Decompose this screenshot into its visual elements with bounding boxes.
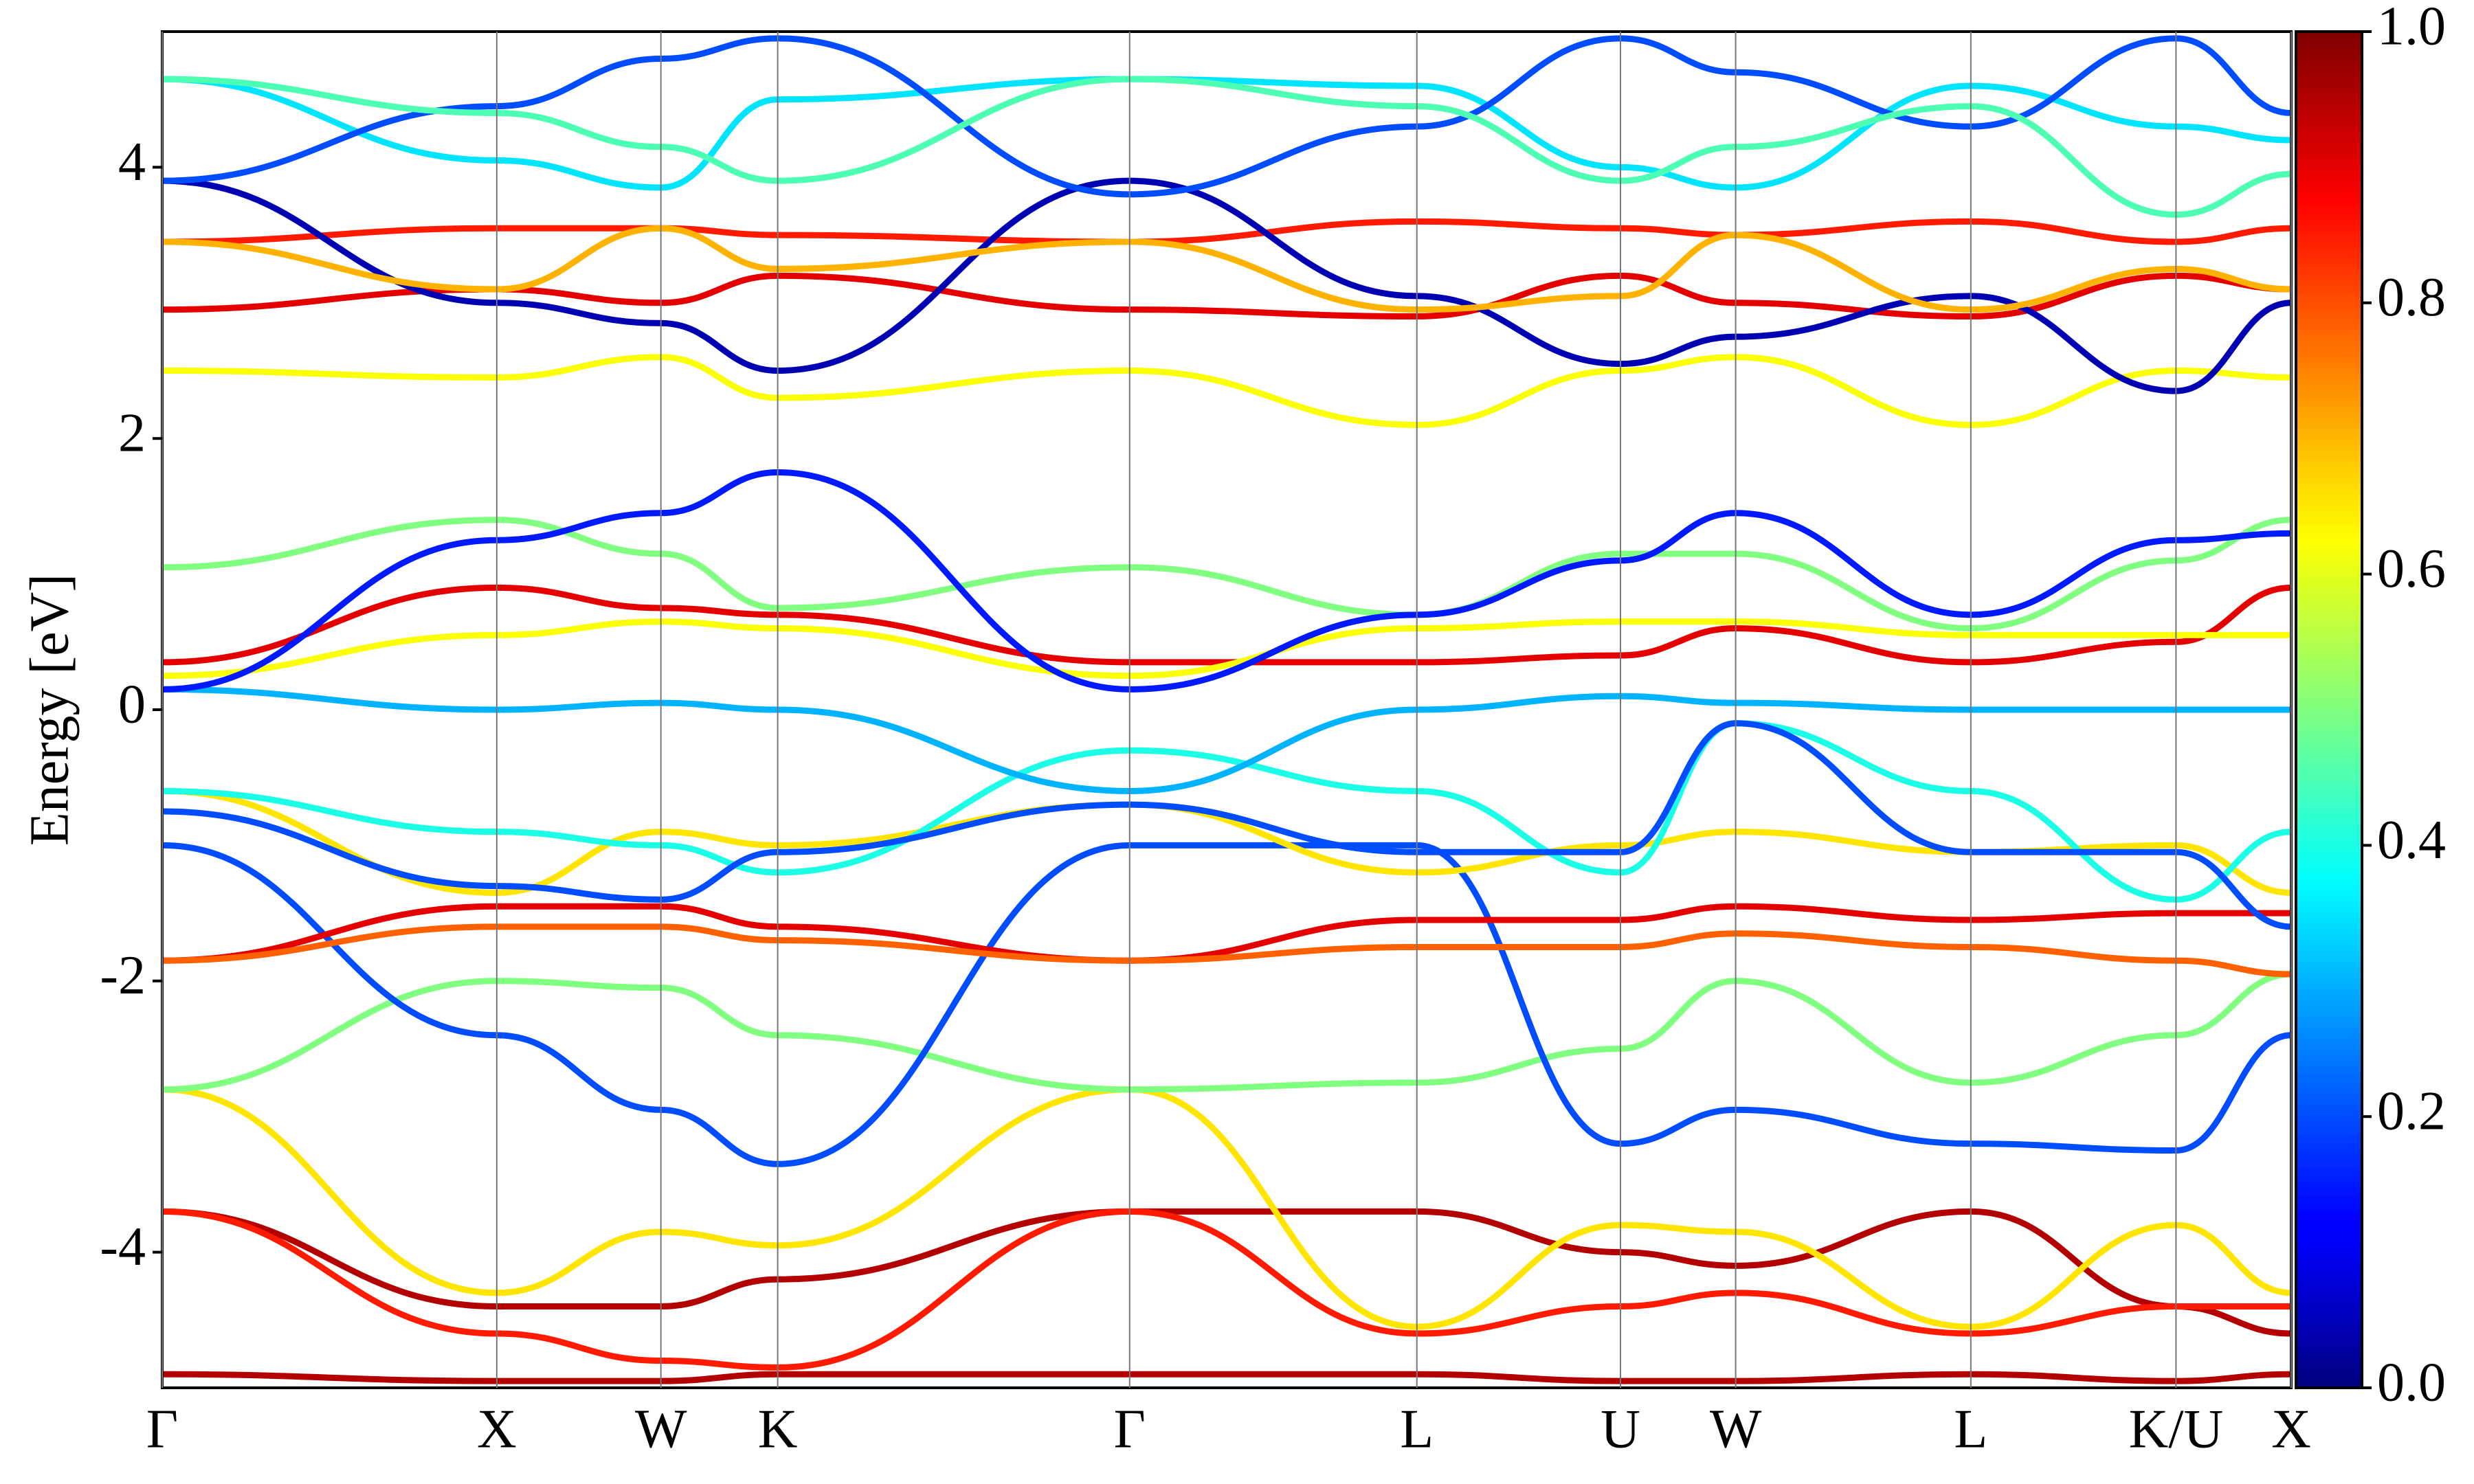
band <box>162 469 2291 693</box>
band <box>162 903 2291 964</box>
band <box>162 686 2291 794</box>
y-tick-label: 0 <box>118 674 146 734</box>
band <box>162 354 2291 428</box>
x-tick-label: K <box>758 1399 798 1459</box>
x-tick-label: L <box>1400 1399 1434 1459</box>
x-tick-label: U <box>1601 1399 1640 1459</box>
band <box>162 225 2291 313</box>
colorbar-tick-label: 0.6 <box>2377 539 2446 599</box>
y-axis-label: Energy [eV] <box>19 574 80 846</box>
x-tick-label: Γ <box>1114 1399 1146 1459</box>
band <box>162 517 2291 632</box>
band <box>162 787 2291 896</box>
band <box>162 272 2291 320</box>
colorbar-tick-label: 0.2 <box>2377 1081 2446 1142</box>
bands <box>162 35 2291 1384</box>
band <box>162 218 2291 245</box>
colorbar-tick-label: 1.0 <box>2377 0 2446 56</box>
band <box>162 618 2291 679</box>
x-tick-label: W <box>1710 1399 1762 1459</box>
x-tick-label: X <box>477 1399 517 1459</box>
band <box>162 35 2291 198</box>
colorbar <box>2295 30 2363 1389</box>
x-tick-label: W <box>635 1399 687 1459</box>
colorbar-tick-label: 0.4 <box>2377 810 2446 870</box>
band <box>162 584 2291 666</box>
band <box>162 76 2291 191</box>
y-tick-label: -2 <box>100 945 146 1006</box>
band <box>162 76 2291 218</box>
x-tick-label: X <box>2271 1399 2311 1459</box>
band <box>162 720 2291 903</box>
band <box>162 1086 2291 1330</box>
y-tick-label: 4 <box>118 132 146 192</box>
band <box>162 177 2291 394</box>
x-tick-label: K/U <box>2128 1399 2223 1459</box>
band <box>162 923 2291 978</box>
colorbar-tick-label: 0.8 <box>2377 267 2446 328</box>
band <box>162 842 2291 1167</box>
colorbar-tick-label: 0.0 <box>2377 1352 2446 1413</box>
band <box>162 720 2291 930</box>
y-tick-label: 2 <box>118 403 146 464</box>
x-tick-label: Γ <box>146 1399 178 1459</box>
band <box>162 971 2291 1093</box>
band <box>162 1208 2291 1337</box>
x-tick-label: L <box>1954 1399 1987 1459</box>
y-tick-label: -4 <box>100 1217 146 1277</box>
band <box>162 1371 2291 1384</box>
